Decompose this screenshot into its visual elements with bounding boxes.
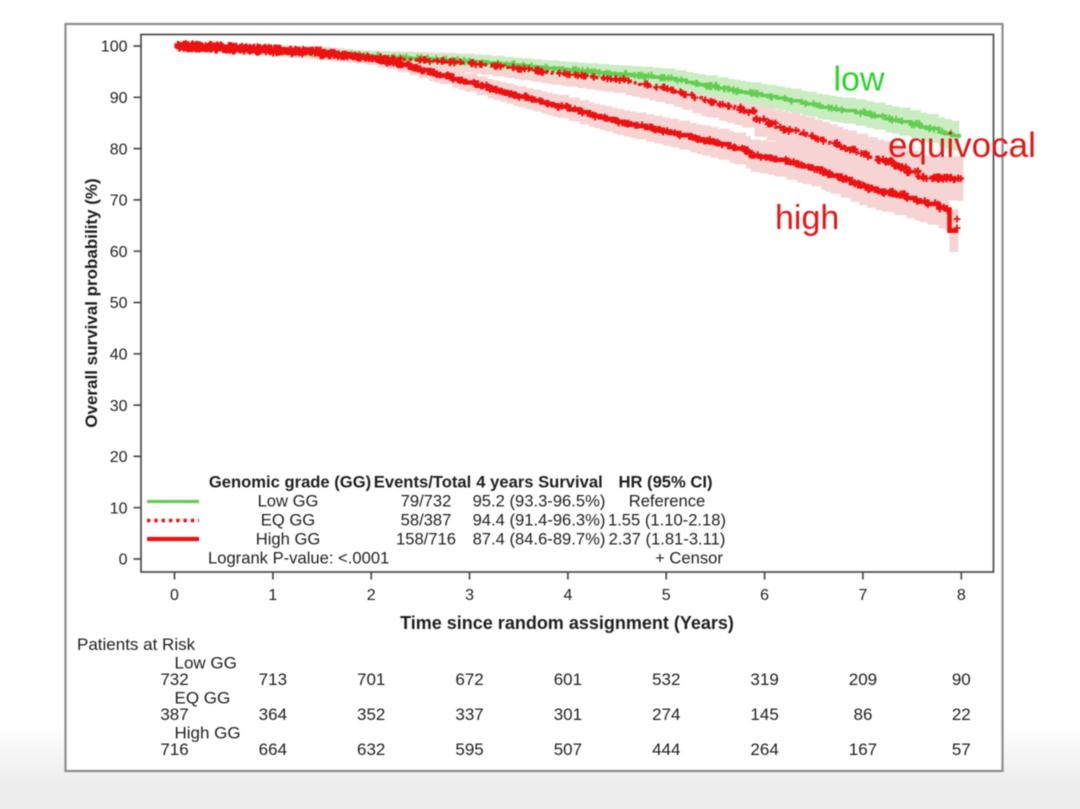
svg-text:low: low — [834, 61, 885, 99]
svg-text:601: 601 — [554, 670, 582, 689]
svg-text:158/716: 158/716 — [396, 530, 456, 549]
svg-text:264: 264 — [750, 740, 778, 759]
svg-text:319: 319 — [750, 670, 778, 689]
svg-text:732: 732 — [160, 670, 188, 689]
svg-text:58/387: 58/387 — [401, 511, 452, 530]
svg-text:1.55 (1.10-2.18): 1.55 (1.10-2.18) — [608, 511, 726, 530]
svg-text:86: 86 — [853, 705, 872, 724]
svg-text:352: 352 — [357, 705, 385, 724]
svg-text:EQ GG: EQ GG — [175, 688, 231, 707]
svg-text:2: 2 — [367, 587, 376, 604]
svg-text:595: 595 — [455, 740, 483, 759]
svg-text:Low GG: Low GG — [258, 492, 319, 511]
svg-text:Overall survival probability (: Overall survival probability (%) — [82, 178, 101, 427]
svg-text:+ Censor: + Censor — [655, 549, 723, 568]
svg-text:Logrank P-value: <.0001: Logrank P-value: <.0001 — [208, 549, 389, 568]
svg-text:672: 672 — [455, 670, 483, 689]
svg-text:3: 3 — [465, 587, 474, 604]
svg-text:Events/Total: Events/Total — [374, 473, 471, 492]
svg-text:40: 40 — [110, 347, 128, 364]
svg-text:7: 7 — [858, 587, 867, 604]
svg-text:80: 80 — [110, 141, 128, 158]
svg-text:0: 0 — [119, 552, 128, 569]
svg-text:507: 507 — [554, 740, 582, 759]
svg-text:50: 50 — [110, 295, 128, 312]
svg-text:4: 4 — [563, 587, 572, 604]
svg-text:713: 713 — [259, 670, 287, 689]
svg-text:167: 167 — [849, 740, 877, 759]
svg-text:High GG: High GG — [175, 723, 241, 742]
svg-text:87.4 (84.6-89.7%): 87.4 (84.6-89.7%) — [473, 530, 606, 549]
svg-text:EQ GG: EQ GG — [261, 511, 315, 530]
svg-text:Low GG: Low GG — [175, 653, 237, 672]
svg-text:8: 8 — [957, 587, 966, 604]
svg-text:60: 60 — [110, 244, 128, 261]
svg-text:664: 664 — [259, 740, 287, 759]
svg-text:57: 57 — [952, 740, 971, 759]
svg-text:90: 90 — [952, 670, 971, 689]
svg-text:1: 1 — [268, 587, 277, 604]
svg-text:716: 716 — [160, 740, 188, 759]
svg-text:95.2 (93.3-96.5%): 95.2 (93.3-96.5%) — [473, 492, 606, 511]
svg-text:70: 70 — [110, 193, 128, 210]
svg-text:100: 100 — [101, 39, 128, 56]
svg-text:Patients at Risk: Patients at Risk — [77, 635, 196, 654]
svg-text:5: 5 — [662, 587, 671, 604]
svg-text:532: 532 — [652, 670, 680, 689]
svg-text:20: 20 — [110, 449, 128, 466]
svg-text:Reference: Reference — [629, 492, 706, 511]
svg-text:387: 387 — [160, 705, 188, 724]
svg-text:301: 301 — [554, 705, 582, 724]
svg-text:6: 6 — [760, 587, 769, 604]
svg-text:274: 274 — [652, 705, 680, 724]
svg-text:equivocal: equivocal — [888, 126, 1036, 165]
svg-text:Time since random assignment (: Time since random assignment (Years) — [400, 613, 734, 633]
svg-text:30: 30 — [110, 398, 128, 415]
svg-text:10: 10 — [110, 500, 128, 517]
svg-text:High GG: High GG — [256, 530, 321, 549]
svg-text:22: 22 — [952, 705, 971, 724]
svg-text:0: 0 — [170, 587, 179, 604]
svg-text:Genomic grade (GG): Genomic grade (GG) — [209, 473, 371, 492]
svg-text:4 years Survival: 4 years Survival — [476, 473, 602, 492]
svg-text:632: 632 — [357, 740, 385, 759]
svg-text:337: 337 — [455, 705, 483, 724]
svg-text:94.4 (91.4-96.3%): 94.4 (91.4-96.3%) — [473, 511, 606, 530]
svg-text:2.37 (1.81-3.11): 2.37 (1.81-3.11) — [609, 530, 726, 549]
svg-text:209: 209 — [849, 670, 877, 689]
svg-text:high: high — [775, 199, 839, 237]
svg-text:145: 145 — [750, 705, 778, 724]
svg-text:HR (95% CI): HR (95% CI) — [618, 473, 712, 492]
svg-text:79/732: 79/732 — [401, 492, 452, 511]
svg-text:701: 701 — [357, 670, 385, 689]
svg-text:90: 90 — [110, 90, 128, 107]
svg-text:444: 444 — [652, 740, 680, 759]
svg-text:364: 364 — [259, 705, 287, 724]
